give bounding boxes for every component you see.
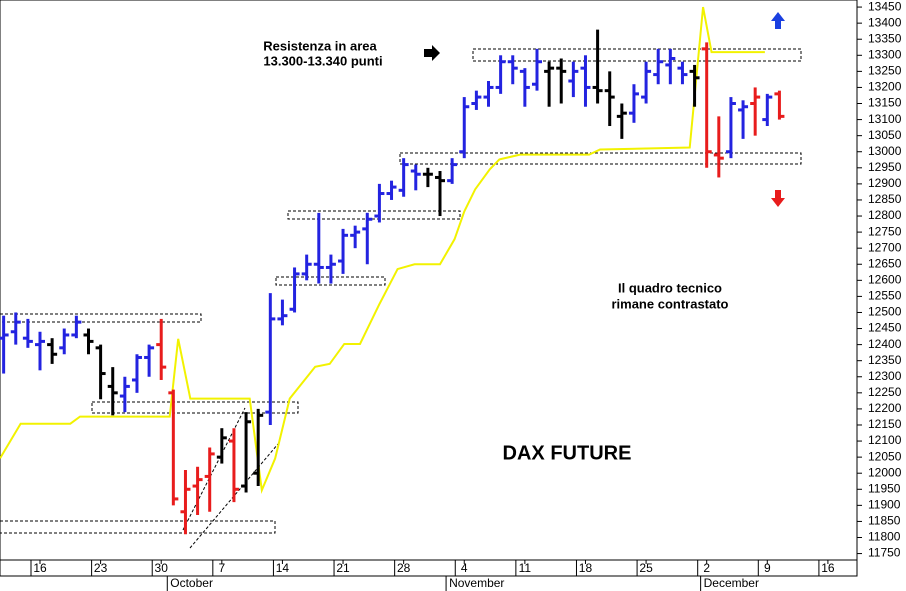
y-tick-label: 13300 (868, 47, 902, 61)
month-label: November (449, 576, 504, 590)
y-tick-label: 12200 (868, 401, 902, 415)
annotation: rimane contrastato (611, 296, 728, 311)
y-tick-label: 11750 (868, 546, 901, 560)
y-tick-label: 13350 (868, 31, 902, 45)
zone (0, 313, 202, 323)
x-axis-strip (0, 559, 858, 577)
y-tick-label: 13400 (868, 15, 902, 29)
x-tick-label: 2 (703, 561, 710, 575)
y-tick-label: 12750 (868, 224, 902, 238)
y-tick-label: 13150 (868, 96, 902, 110)
y-tick-label: 12500 (868, 305, 902, 319)
y-tick-label: 12900 (868, 176, 902, 190)
y-tick-label: 11800 (868, 530, 901, 544)
y-tick-label: 13200 (868, 80, 902, 94)
y-tick-label: 12000 (868, 465, 902, 479)
y-tick-label: 13050 (868, 128, 902, 142)
y-tick-label: 12450 (868, 321, 902, 335)
x-tick-label: 11 (519, 561, 532, 575)
y-tick-label: 12400 (868, 337, 902, 351)
x-tick-label: 30 (155, 561, 169, 575)
y-tick-label: 12800 (868, 208, 902, 222)
y-tick-label: 12600 (868, 272, 902, 286)
y-tick-label: 11900 (868, 498, 901, 512)
zone (287, 210, 461, 220)
x-tick-label: 4 (461, 561, 468, 575)
y-tick-label: 12700 (868, 240, 902, 254)
y-tick-label: 13100 (868, 112, 902, 126)
y-tick-label: 12550 (868, 289, 902, 303)
chart-title: DAX FUTURE (503, 442, 632, 464)
x-tick-label: 7 (218, 561, 225, 575)
annotation: 13.300-13.340 punti (263, 53, 382, 68)
y-tick-label: 12650 (868, 256, 902, 270)
x-tick-label: 16 (33, 561, 47, 575)
y-tick-label: 12850 (868, 192, 902, 206)
x-tick-label: 25 (639, 561, 653, 575)
trendline (189, 443, 279, 549)
x-tick-label: 14 (276, 561, 290, 575)
month-label: October (170, 576, 213, 590)
y-tick-label: 11850 (868, 514, 901, 528)
y-tick-label: 11950 (868, 481, 901, 495)
x-tick-label: 18 (579, 561, 593, 575)
y-tick-label: 12300 (868, 369, 902, 383)
arrow-down (771, 190, 785, 207)
zone (91, 401, 299, 414)
arrow-up (771, 12, 785, 29)
x-tick-label: 9 (764, 561, 771, 575)
zone (399, 152, 802, 165)
y-tick-label: 12050 (868, 449, 902, 463)
x-tick-label: 28 (397, 561, 411, 575)
y-tick-label: 13250 (868, 64, 902, 78)
plot-frame (0, 0, 858, 561)
trendline (182, 407, 246, 531)
y-tick-label: 12250 (868, 385, 902, 399)
zones (0, 48, 802, 549)
y-tick-label: 13450 (868, 0, 902, 13)
y-tick-label: 13000 (868, 144, 902, 158)
indicator-line (0, 6, 765, 495)
y-tick-label: 12150 (868, 417, 902, 431)
y-tick-label: 12350 (868, 353, 902, 367)
zone (275, 276, 386, 286)
y-tick-label: 12100 (868, 433, 902, 447)
annotation: Il quadro tecnico (618, 280, 722, 295)
zone (0, 520, 276, 534)
y-tick-label: 12950 (868, 160, 902, 174)
annotation: Resistenza in area (263, 38, 377, 53)
arrow-right (424, 45, 440, 61)
x-tick-label: 23 (94, 561, 108, 575)
x-tick-label: 16 (821, 561, 835, 575)
x-tick-label: 21 (336, 561, 350, 575)
month-label: December (704, 576, 759, 590)
